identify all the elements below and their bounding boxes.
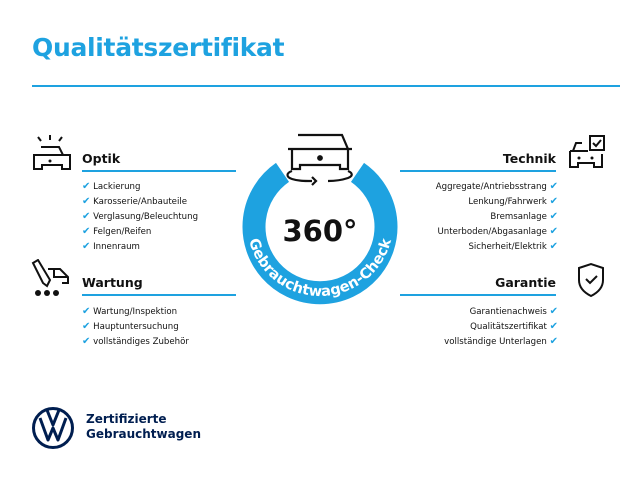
list-item: Qualitätszertifikat ✔ <box>444 319 558 334</box>
list-item-label: vollständiges Zubehör <box>93 337 189 347</box>
divider-technik <box>400 170 556 172</box>
list-item-label: Garantienachweis <box>469 307 547 317</box>
list-item: Aggregate/Antriebsstrang ✔ <box>436 179 558 194</box>
divider-wartung <box>82 294 236 296</box>
list-item-label: vollständige Unterlagen <box>444 337 547 347</box>
list-item-label: Lackierung <box>93 182 141 192</box>
360-check-badge: 360° Gebrauchtwagen-Check <box>242 133 398 305</box>
list-item: vollständige Unterlagen ✔ <box>444 334 558 349</box>
check-icon: ✔ <box>82 321 91 332</box>
list-item: Unterboden/Abgasanlage ✔ <box>436 224 559 239</box>
list-item: ✔ Hauptuntersuchung <box>82 319 189 334</box>
page-title: Qualitätszertifikat <box>32 33 285 62</box>
list-item-label: Unterboden/Abgasanlage <box>437 227 547 237</box>
brand-line-1: Zertifizierte <box>86 412 167 426</box>
check-icon: ✔ <box>549 226 558 237</box>
heading-optik: Optik <box>82 151 121 166</box>
check-icon: ✔ <box>82 181 91 192</box>
badge-value: 360° <box>282 214 357 248</box>
brand-text: Zertifizierte Gebrauchtwagen <box>86 412 201 442</box>
heading-wartung: Wartung <box>82 275 143 290</box>
list-item: ✔ Wartung/Inspektion <box>82 304 189 319</box>
list-item-label: Hauptuntersuchung <box>93 322 179 332</box>
list-item: ✔ vollständiges Zubehör <box>82 334 189 349</box>
check-icon: ✔ <box>82 241 91 252</box>
list-wartung: ✔ Wartung/Inspektion ✔ Hauptuntersuchung ✔… <box>82 304 189 349</box>
check-icon: ✔ <box>82 226 91 237</box>
list-item: Lenkung/Fahrwerk ✔ <box>436 194 558 209</box>
list-item: ✔ Felgen/Reifen <box>82 224 198 239</box>
vw-logo-icon <box>32 407 74 449</box>
list-item: Bremsanlage ✔ <box>436 209 558 224</box>
list-item-label: Lenkung/Fahrwerk <box>468 197 547 207</box>
list-item-label: Karosserie/Anbauteile <box>93 197 188 207</box>
divider-garantie <box>400 294 556 296</box>
divider-optik <box>82 170 236 172</box>
check-icon: ✔ <box>549 321 558 332</box>
list-item-label: Verglasung/Beleuchtung <box>93 212 199 222</box>
service-tools-icon <box>31 259 69 296</box>
check-icon: ✔ <box>82 306 91 317</box>
check-icon: ✔ <box>549 241 558 252</box>
check-icon: ✔ <box>82 196 91 207</box>
check-icon: ✔ <box>549 181 558 192</box>
badge-ring <box>242 162 398 305</box>
check-icon: ✔ <box>82 211 91 222</box>
list-garantie: Garantienachweis ✔ Qualitätszertifikat ✔ v… <box>444 304 558 349</box>
list-item: Sicherheit/Elektrik ✔ <box>436 239 558 254</box>
list-item-label: Bremsanlage <box>490 212 547 222</box>
list-item: ✔ Innenraum <box>82 239 198 254</box>
heading-technik: Technik <box>502 151 556 166</box>
list-item-label: Wartung/Inspektion <box>93 307 178 317</box>
list-item: ✔ Lackierung <box>82 179 198 194</box>
list-item: Garantienachweis ✔ <box>444 304 558 319</box>
check-icon: ✔ <box>549 211 558 222</box>
car-lights-icon <box>33 135 71 170</box>
car-rotate-icon <box>286 133 353 186</box>
list-optik: ✔ Lackierung ✔ Karosserie/Anbauteile ✔ Ver… <box>82 179 198 254</box>
list-technik: Aggregate/Antriebsstrang ✔ Lenkung/Fahrwe… <box>436 179 558 254</box>
check-icon: ✔ <box>82 336 91 347</box>
list-item: ✔ Karosserie/Anbauteile <box>82 194 198 209</box>
brand-line-2: Gebrauchtwagen <box>86 427 201 441</box>
title-divider <box>32 85 620 87</box>
check-icon: ✔ <box>549 196 558 207</box>
heading-garantie: Garantie <box>495 275 556 290</box>
list-item-label: Felgen/Reifen <box>93 227 152 237</box>
car-checkbox-icon <box>569 135 605 168</box>
list-item-label: Aggregate/Antriebsstrang <box>435 182 547 192</box>
list-item: ✔ Verglasung/Beleuchtung <box>82 209 198 224</box>
shield-check-icon <box>578 262 604 298</box>
list-item-label: Sicherheit/Elektrik <box>468 242 547 252</box>
check-icon: ✔ <box>549 336 558 347</box>
list-item-label: Innenraum <box>93 242 140 252</box>
check-icon: ✔ <box>549 306 558 317</box>
list-item-label: Qualitätszertifikat <box>470 322 547 332</box>
